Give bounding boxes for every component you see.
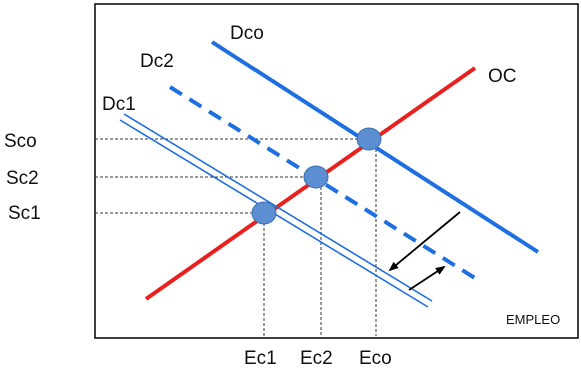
dc1-label: Dc1 [102,94,136,115]
equilibrium-point-c2 [303,165,329,189]
shift-arrow-up [408,265,446,291]
sco-label: Sco [4,131,37,152]
x-axis-title: EMPLEO [506,312,560,327]
ec2-label: Ec2 [300,348,333,368]
dc2-curve [168,85,480,282]
oc-label: OC [488,66,517,87]
plot-frame [94,3,579,339]
ec1-label: Ec1 [244,348,277,368]
eco-label: Eco [359,348,392,368]
sc2-label: Sc2 [6,168,39,189]
dc2-label: Dc2 [140,51,174,72]
sc1-label: Sc1 [8,203,41,224]
shift-arrow-down [388,211,461,272]
equilibrium-point-co [356,127,382,151]
equilibrium-point-c1 [251,201,277,225]
dco-label: Dco [230,23,264,44]
